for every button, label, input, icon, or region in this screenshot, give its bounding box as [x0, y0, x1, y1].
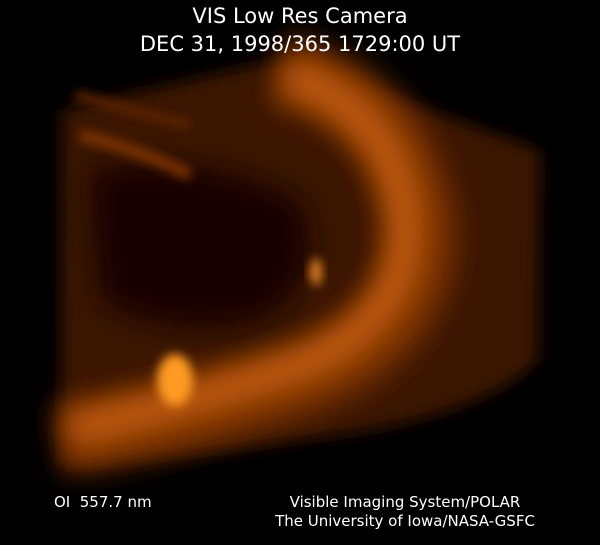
filter-label: OI 557.7 nm [54, 493, 152, 511]
image-title: VIS Low Res Camera [192, 4, 408, 28]
auroral-oval [66, 58, 423, 447]
bright-spot [157, 354, 193, 406]
dark-center [90, 164, 309, 327]
auroral-arc-upper [73, 90, 192, 130]
credit: Visible Imaging System/POLAR [289, 493, 521, 511]
bright-spot-small [310, 258, 322, 286]
credit: The University of Iowa/NASA-GSFC [275, 512, 535, 530]
timestamp: DEC 31, 1998/365 1729:00 UT [139, 32, 461, 56]
auroral-arc-lower [78, 129, 193, 181]
